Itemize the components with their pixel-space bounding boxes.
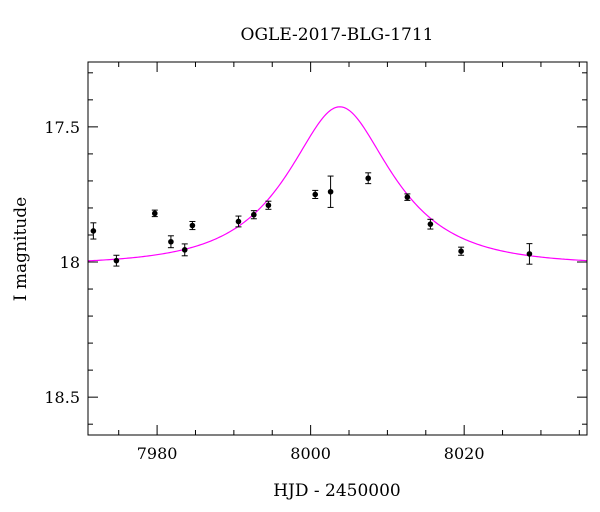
data-marker — [312, 191, 319, 198]
y-tick-label: 18.5 — [44, 388, 80, 407]
x-axis-label: HJD - 2450000 — [273, 481, 401, 501]
data-marker — [404, 194, 411, 200]
data-marker — [181, 247, 188, 253]
data-point — [427, 218, 434, 230]
model-curve-group — [87, 106, 588, 262]
x-tick-label: 8000 — [290, 444, 331, 463]
data-marker — [327, 188, 334, 195]
data-marker — [151, 210, 158, 217]
data-point — [113, 254, 120, 267]
x-axis: 7980 8000 8020 — [118, 62, 580, 463]
chart-title: OGLE-2017-BLG-1711 — [241, 25, 434, 45]
data-point — [458, 246, 465, 256]
data-point — [151, 209, 158, 218]
data-marker — [526, 251, 533, 257]
data-point — [189, 220, 196, 231]
data-marker — [251, 211, 257, 218]
data-marker — [458, 248, 464, 255]
data-point — [365, 172, 372, 185]
model-curve — [87, 106, 588, 262]
data-point — [250, 210, 257, 220]
data-points-group — [90, 172, 533, 267]
data-marker — [90, 228, 97, 234]
x-tick-label: 7980 — [137, 444, 178, 463]
data-point — [167, 235, 174, 249]
plot-frame — [87, 61, 588, 436]
data-point — [312, 189, 319, 199]
data-marker — [365, 175, 372, 182]
data-marker — [427, 221, 434, 227]
data-point — [181, 243, 188, 257]
data-point — [526, 243, 533, 265]
data-marker — [235, 218, 242, 225]
data-marker — [265, 202, 272, 209]
data-point — [265, 200, 272, 210]
y-axis-label: I magnitude — [11, 197, 31, 301]
data-point — [90, 222, 97, 240]
x-tick-label: 8020 — [444, 444, 485, 463]
data-point — [404, 193, 411, 201]
data-marker — [113, 257, 120, 264]
data-point — [235, 215, 242, 228]
data-point — [327, 175, 334, 208]
y-axis: 17.5 18 18.5 — [44, 72, 587, 425]
y-tick-label: 17.5 — [44, 118, 80, 137]
y-tick-label: 18 — [60, 253, 80, 272]
data-marker — [189, 222, 196, 229]
data-marker — [168, 238, 174, 245]
